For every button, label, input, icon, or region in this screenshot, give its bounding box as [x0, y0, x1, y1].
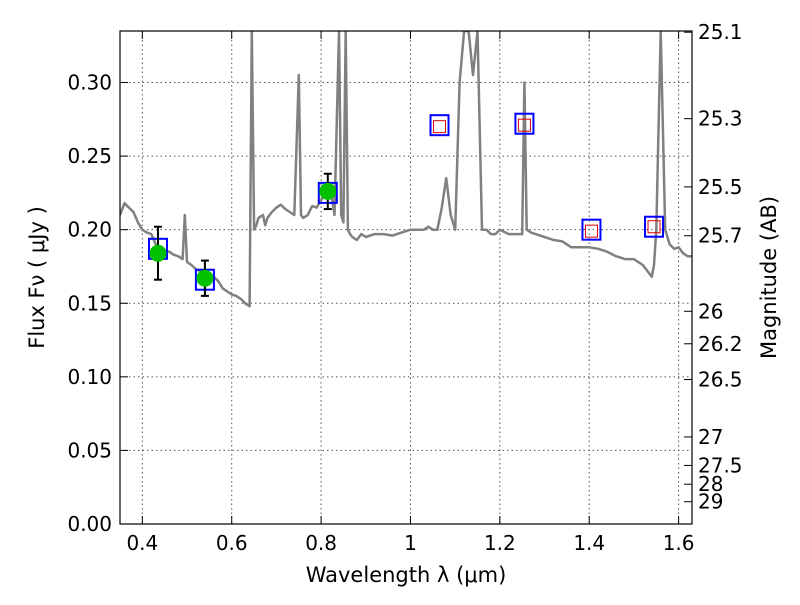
- right-tick-label: 26: [698, 299, 723, 323]
- y-tick-label: 0.30: [67, 71, 112, 95]
- model-box-marker: [429, 114, 450, 137]
- x-axis: 0.4 0.6 0.8 1 1.2 1.4 1.6: [126, 31, 695, 555]
- x-tick-label: 0.8: [305, 531, 337, 555]
- model-box-marker: [644, 215, 665, 238]
- plot-area: [120, 31, 692, 308]
- right-tick-label: 26.2: [698, 332, 743, 356]
- x-tick-label: 1.2: [484, 531, 516, 555]
- observed-point: [319, 182, 337, 200]
- right-tick-label: 27: [698, 425, 723, 449]
- y-tick-label: 0.00: [67, 512, 112, 536]
- limit-box-marker: [517, 118, 531, 132]
- x-tick-label: 1.6: [663, 531, 695, 555]
- y-tick-label: 0.25: [67, 144, 112, 168]
- right-tick-label: 29: [698, 490, 723, 514]
- right-tick-label: 25.1: [698, 20, 743, 44]
- right-tick-label: 26.5: [698, 368, 743, 392]
- model-box-marker: [514, 112, 535, 135]
- right-axis-title: Magnitude (AB): [757, 196, 781, 359]
- x-axis-title: Wavelength λ (μm): [306, 563, 507, 587]
- limit-box-marker: [433, 120, 447, 134]
- right-tick-label: 25.7: [698, 224, 743, 248]
- y-axis-title: Flux Fν ( μJy ): [25, 206, 49, 349]
- right-tick-label: 28: [698, 472, 723, 496]
- y-tick-label: 0.05: [67, 438, 112, 462]
- right-tick-label: 25.3: [698, 107, 743, 131]
- observed-point: [149, 244, 167, 262]
- x-tick-label: 1: [404, 531, 417, 555]
- y-tick-label: 0.15: [67, 291, 112, 315]
- model-box-marker: [581, 218, 602, 241]
- y-axis: 0.00 0.05 0.10 0.15 0.20 0.25 0.30: [67, 71, 128, 536]
- limit-box-marker: [584, 224, 598, 238]
- y-tick-label: 0.20: [67, 218, 112, 242]
- y-tick-label: 0.10: [67, 365, 112, 389]
- x-tick-label: 0.4: [126, 531, 158, 555]
- right-tick-label: 27.5: [698, 453, 743, 477]
- limit-box-marker: [647, 220, 661, 234]
- plot-frame: [119, 30, 693, 525]
- x-tick-label: 1.4: [573, 531, 605, 555]
- x-tick-label: 0.6: [216, 531, 248, 555]
- right-tick-label: 25.5: [698, 175, 743, 199]
- observed-point: [196, 269, 214, 287]
- grid: [120, 31, 692, 524]
